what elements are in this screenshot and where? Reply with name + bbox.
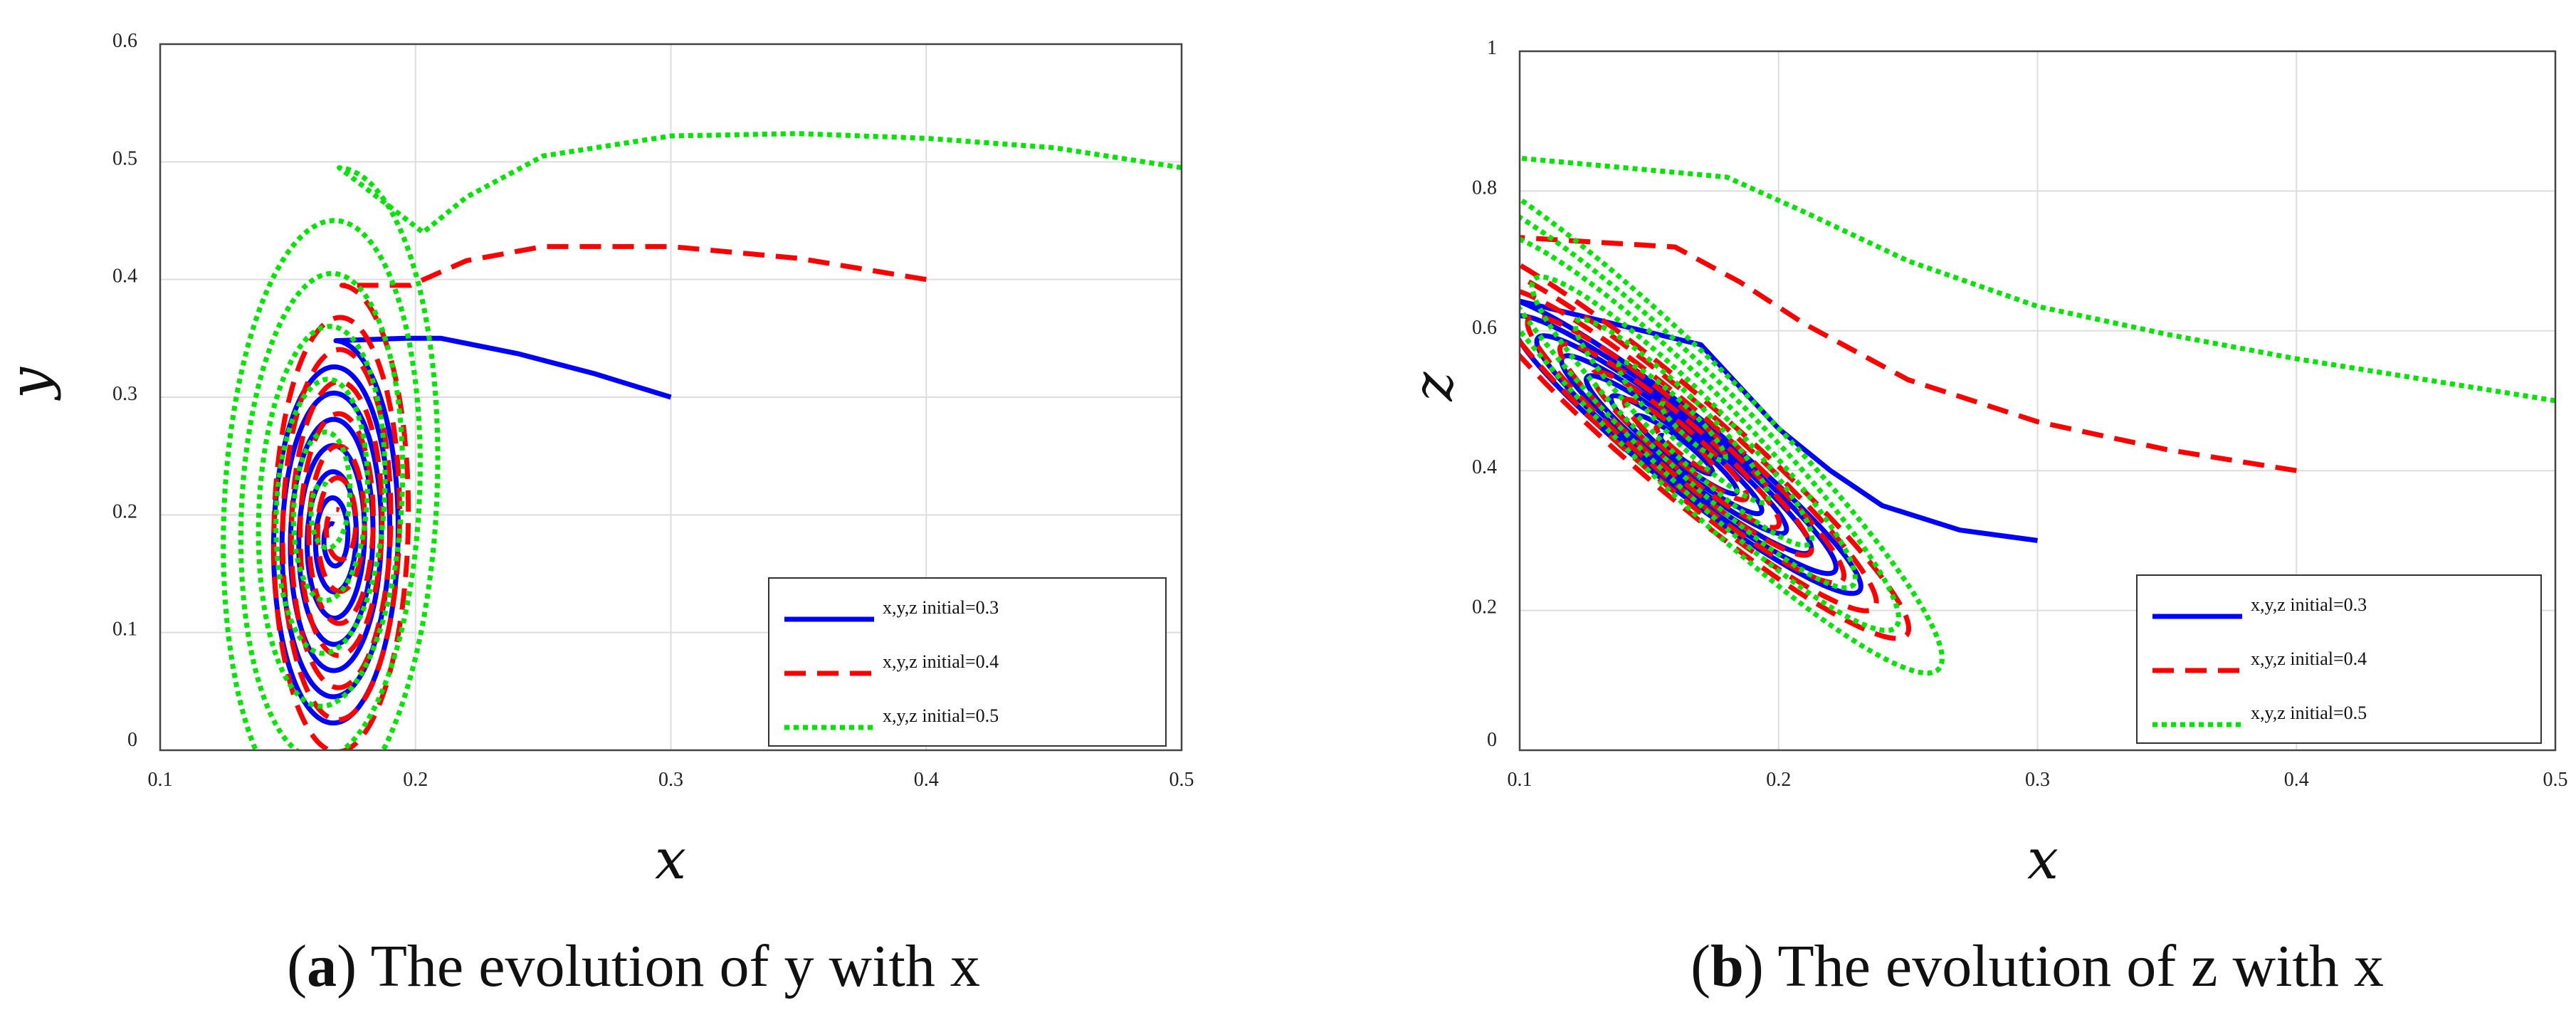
legend-label: x,y,z initial=0.5: [2251, 703, 2367, 723]
axes-frame: [1518, 50, 2557, 752]
y-tick-label: 0.8: [1472, 177, 1497, 199]
chart-panel-a: 0.1 0.2 0.3 0.4 0.5 0 0.1 0.2 0.3 0.4 0.5 0.6 x y x,y,…: [0, 30, 1194, 999]
panel-caption: (b) The evolution of z with x: [1691, 933, 2384, 999]
series-group: [1520, 155, 2555, 676]
y-tick-label: 0.4: [1472, 456, 1497, 478]
y-tick-label: 0.1: [112, 619, 137, 641]
y-axis-label: y: [0, 367, 62, 401]
x-tick-label: 0.2: [403, 769, 428, 791]
y-tick-label: 0.2: [112, 500, 137, 522]
y-axis-label: z: [1402, 372, 1466, 402]
legend-label: x,y,z initial=0.4: [883, 651, 999, 672]
caption-text: ) The evolution of z with x: [1744, 933, 2384, 999]
legend-label: x,y,z initial=0.4: [2251, 648, 2367, 669]
y-tick-label: 0.5: [112, 147, 137, 169]
x-tick-label: 0.5: [1169, 769, 1194, 791]
x-tick-label: 0.1: [148, 769, 173, 791]
caption-paren: (: [287, 933, 307, 999]
legend-label: x,y,z initial=0.3: [883, 597, 999, 618]
caption-text: ) The evolution of y with x: [337, 933, 980, 999]
caption-paren: (: [1691, 933, 1710, 999]
caption-letter: b: [1710, 933, 1744, 999]
y-tick-label: 0.6: [1472, 317, 1497, 339]
axes-frame: [159, 43, 1183, 752]
caption-letter: a: [307, 933, 337, 999]
y-tick-label: 0: [1487, 729, 1497, 751]
y-tick-label: 1: [1487, 37, 1497, 59]
legend-label: x,y,z initial=0.3: [2251, 594, 2367, 615]
x-axis-label: x: [655, 828, 686, 892]
legend: x,y,z initial=0.3 x,y,z initial=0.4 x,y,z …: [2136, 574, 2542, 744]
series-line-dashed: [1520, 235, 2297, 641]
x-tick-label: 0.4: [914, 769, 939, 791]
y-tick-label: 0.2: [1472, 596, 1497, 619]
series-line-dotted: [1520, 155, 2555, 676]
series-line-dashed: [271, 243, 927, 750]
x-tick-label: 0.3: [2025, 769, 2050, 791]
legend: x,y,z initial=0.3 x,y,z initial=0.4 x,y,z …: [768, 577, 1167, 747]
y-tick-label: 0.4: [112, 265, 137, 288]
y-tick-label: 0.6: [112, 30, 137, 52]
chart-panel-b: 0.1 0.2 0.3 0.4 0.5 0 0.2 0.4 0.6 0.8 1 x z x,y,z ini…: [1402, 37, 2568, 999]
series-line-dotted: [221, 131, 1182, 750]
y-tick-label: 0: [127, 729, 137, 751]
y-tick-label: 0.3: [112, 383, 137, 405]
x-tick-label: 0.2: [1766, 769, 1791, 791]
legend-label: x,y,z initial=0.5: [883, 705, 999, 726]
series-group: [221, 131, 1182, 750]
x-tick-label: 0.5: [2543, 769, 2568, 791]
x-tick-label: 0.1: [1508, 769, 1533, 791]
x-axis-label: x: [2027, 828, 2059, 892]
legend-box: [768, 577, 1167, 747]
series-line-solid: [270, 335, 672, 726]
x-tick-label: 0.4: [2284, 769, 2309, 791]
panel-caption: (a) The evolution of y with x: [287, 933, 980, 999]
x-tick-label: 0.3: [658, 769, 683, 791]
legend-box: [2136, 574, 2542, 744]
